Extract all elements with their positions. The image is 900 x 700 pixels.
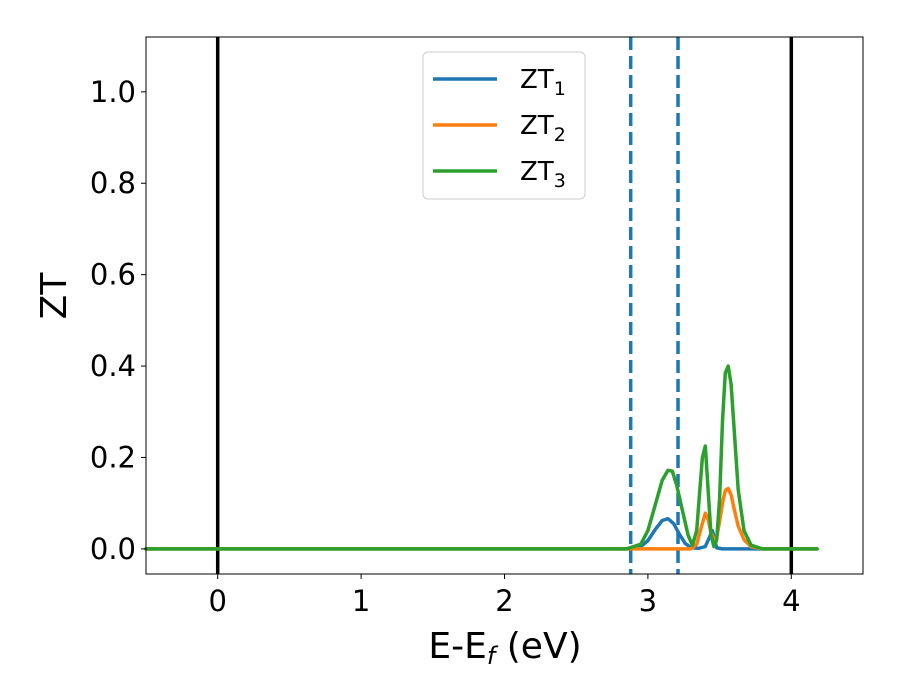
x-axis-ticks: 0 1 2 3 4 [208,574,801,618]
y-tick-label: 1.0 [90,75,136,109]
legend: ZT1 ZT2 ZT3 [422,51,586,200]
legend-label-1: ZT1 [520,65,566,100]
x-tick-label: 0 [208,584,226,618]
legend-box [422,51,586,200]
y-tick-label: 0.2 [90,440,136,474]
legend-label-2: ZT2 [520,111,566,146]
x-tick-label: 3 [639,584,657,618]
legend-label-3: ZT3 [520,157,566,192]
series-line-3 [144,364,819,551]
x-tick-label: 4 [782,584,800,618]
x-axis-label-tail: (eV) [495,626,581,667]
y-tick-label: 0.8 [90,166,136,200]
series-line-1 [144,516,819,551]
series-line-2 [144,486,819,551]
y-axis-ticks: 0.0 0.2 0.4 0.6 0.8 1.0 [90,75,146,566]
x-axis-label-main: E-E [428,626,486,667]
y-axis-label: ZT [34,272,75,320]
y-tick-label: 0.0 [90,532,136,566]
y-tick-label: 0.4 [90,349,136,383]
x-axis-label: E-Ef (eV) [428,626,581,670]
x-tick-label: 2 [495,584,513,618]
y-tick-label: 0.6 [90,258,136,292]
series-lines [144,364,819,551]
x-tick-label: 1 [352,584,370,618]
